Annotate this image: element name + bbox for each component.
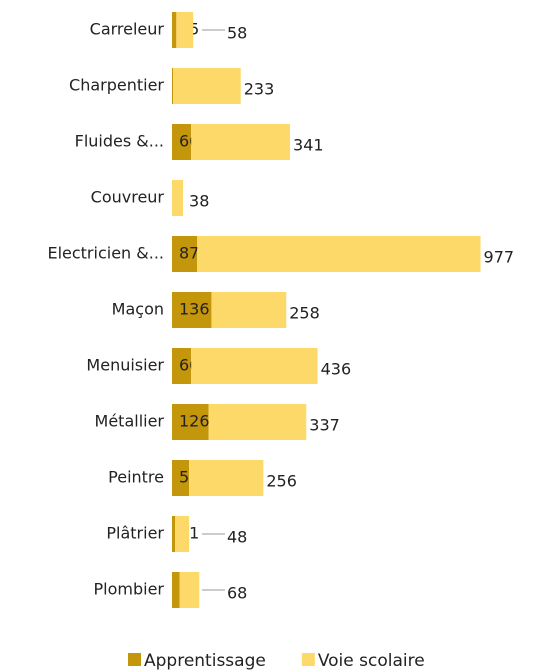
category-label: Plâtrier [106, 524, 164, 543]
bar-segment [176, 12, 194, 48]
bar-segment [172, 12, 177, 48]
bar-segment [211, 292, 287, 328]
bar-segment [172, 180, 184, 216]
value-label: 58 [227, 24, 247, 43]
category-label: Maçon [112, 300, 164, 319]
category-label: Fluides &... [75, 132, 164, 151]
value-label: 48 [227, 528, 247, 547]
bar-segment [191, 348, 318, 384]
category-label: Menuisier [86, 356, 164, 375]
value-label: 126 [179, 412, 210, 431]
bar-segment [175, 516, 190, 552]
bar-segment [191, 124, 291, 160]
value-label: 87 [179, 244, 199, 263]
category-label: Carreleur [90, 20, 165, 39]
bar-segment [172, 404, 209, 440]
value-label: 341 [293, 136, 324, 155]
value-label: 337 [309, 416, 340, 435]
bar-segment [208, 404, 307, 440]
bar-segment [172, 572, 180, 608]
value-label: 256 [266, 472, 297, 491]
category-label: Charpentier [69, 76, 164, 95]
category-label: Plombier [94, 580, 165, 599]
bar-segment [172, 236, 198, 272]
category-label: Peintre [108, 468, 164, 487]
value-label: 977 [484, 248, 515, 267]
category-label: Electricien &... [47, 244, 164, 263]
bar-segment [172, 460, 190, 496]
bar-segment [173, 68, 241, 104]
value-label: 38 [189, 192, 209, 211]
bar-segment [172, 516, 176, 552]
legend-label: Voie scolaire [318, 651, 425, 671]
legend-label: Apprentissage [144, 651, 266, 671]
legend-swatch [301, 653, 315, 666]
bar-segment [172, 68, 174, 104]
bar-segment [172, 292, 212, 328]
value-label: 436 [321, 360, 352, 379]
value-label: 136 [179, 300, 210, 319]
bar-segment [179, 572, 200, 608]
value-label: 233 [244, 80, 275, 99]
bar-segment [197, 236, 481, 272]
category-label: Métallier [95, 412, 165, 431]
bar-segment [189, 460, 264, 496]
category-label: Couvreur [91, 188, 165, 207]
value-label: 258 [289, 304, 320, 323]
legend-swatch [128, 653, 141, 666]
bar-segment [172, 124, 192, 160]
value-label: 68 [227, 584, 247, 603]
bar-segment [172, 348, 192, 384]
